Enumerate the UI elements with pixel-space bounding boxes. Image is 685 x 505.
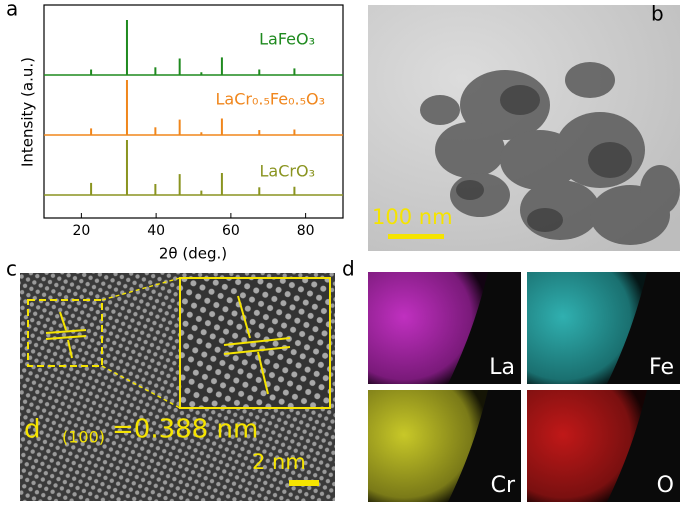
eds-signal (368, 390, 488, 502)
element-label: O (657, 473, 674, 498)
element-label: Fe (649, 355, 674, 380)
lattice-markers (45, 295, 291, 395)
zoom-box (27, 299, 103, 367)
plot-frame (43, 4, 344, 219)
scale-bar-label: 2 nm (252, 450, 306, 474)
panel-label: c (6, 257, 17, 281)
x-axis-label: 2θ (deg.) (159, 245, 227, 263)
element-label: La (489, 355, 515, 380)
x-tick-label: 40 (147, 223, 165, 239)
scale-bar (289, 480, 319, 486)
d-spacing: =0.388 nm (112, 415, 258, 445)
panel-label: b (651, 2, 664, 26)
eds-signal (527, 272, 647, 384)
scale-bar (388, 234, 444, 239)
element-label: Cr (491, 473, 516, 498)
legend-label: LaFeO₃ (259, 30, 315, 49)
panel-label: a (6, 0, 18, 21)
legend-label: LaCr₀.₅Fe₀.₅O₃ (216, 90, 325, 109)
plane-index: (100) (62, 428, 105, 447)
y-axis-label: Intensity (a.u.) (19, 57, 37, 167)
eds-signal (527, 390, 647, 502)
x-tick-label: 60 (222, 223, 240, 239)
inset (179, 277, 331, 409)
x-tick-label: 80 (297, 223, 315, 239)
tem-image (368, 5, 680, 251)
panel-label: d (342, 257, 355, 281)
zoom-lines (101, 277, 181, 409)
legend-label: LaCrO₃ (260, 162, 315, 181)
x-tick-label: 20 (72, 223, 90, 239)
eds-maps: La Fe Cr O (368, 272, 680, 502)
scale-bar-label: 100 nm (372, 205, 453, 229)
d-symbol: d (24, 415, 41, 445)
eds-signal (368, 272, 488, 384)
